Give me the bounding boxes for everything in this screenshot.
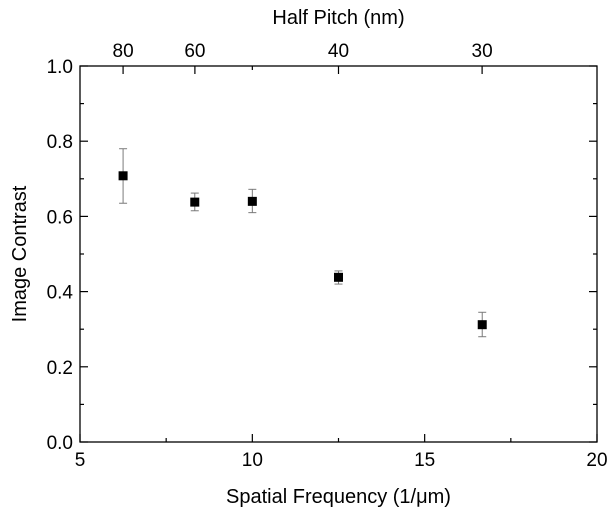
data-point [190, 192, 200, 212]
x-tick-labels: 5 10 15 20 [75, 450, 608, 471]
data-point [247, 188, 257, 214]
x-tick-label: 15 [414, 450, 435, 471]
square-marker [477, 320, 487, 330]
plot-frame [79, 65, 598, 443]
top-tick-label: 40 [328, 41, 349, 62]
y-tick-label: 0.4 [47, 283, 74, 304]
square-marker [118, 171, 128, 181]
data-point [334, 270, 343, 285]
square-marker [190, 197, 200, 207]
y-tick-label: 0.6 [47, 207, 73, 228]
ticks [79, 65, 598, 443]
top-tick-label: 60 [184, 41, 205, 62]
x-tick-label: 20 [586, 450, 607, 471]
y-axis-label: Image Contrast [9, 185, 31, 322]
top-tick-label: 80 [113, 41, 134, 62]
data-points [118, 148, 487, 338]
x-tick-label: 5 [75, 450, 86, 471]
x-axis-label: Spatial Frequency (1/μm) [226, 486, 451, 508]
y-tick-label: 0.2 [47, 358, 73, 379]
y-tick-label: 0.8 [47, 132, 73, 153]
y-tick-label: 0.0 [47, 433, 73, 454]
square-marker [334, 272, 343, 282]
data-point [477, 311, 487, 338]
top-tick-labels: 80 60 40 30 [113, 41, 493, 62]
top-axis-label: Half Pitch (nm) [272, 7, 404, 29]
y-tick-label: 1.0 [47, 57, 73, 78]
square-marker [247, 196, 257, 206]
data-point [118, 148, 128, 204]
y-tick-labels: 0.0 0.2 0.4 0.6 0.8 1.0 [47, 57, 74, 454]
top-tick-label: 30 [472, 41, 493, 62]
x-tick-label: 10 [242, 450, 263, 471]
